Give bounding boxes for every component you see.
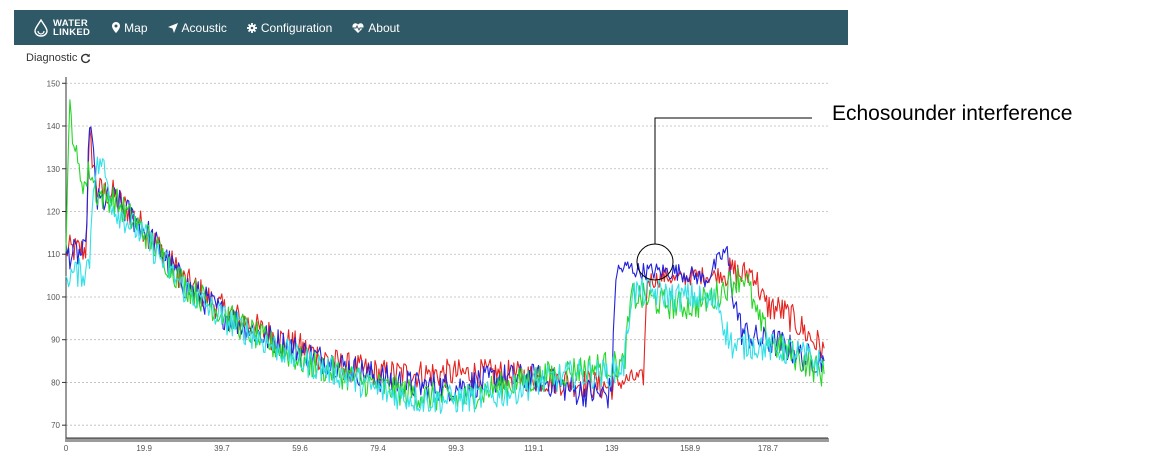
gear-icon: [246, 22, 257, 33]
series-line-3: [65, 99, 825, 411]
x-tick-label: 59.6: [292, 444, 308, 453]
y-tick-label: 80: [51, 378, 60, 387]
nav-item-about[interactable]: About: [352, 20, 400, 35]
series-line-4: [65, 156, 825, 414]
x-tick-label: 158.9: [680, 444, 701, 453]
heartbeat-icon: [352, 22, 364, 33]
y-tick-label: 110: [47, 250, 60, 259]
nav-item-acoustic[interactable]: Acoustic: [167, 20, 227, 35]
x-tick-label: 39.7: [214, 444, 230, 453]
x-tick-label: 99.3: [448, 444, 464, 453]
x-tick-label: 119.1: [524, 444, 544, 453]
water-drop-logo-icon: [34, 18, 48, 37]
nav-item-about-label: About: [368, 20, 400, 35]
brand-logo[interactable]: WATER LINKED: [32, 17, 91, 38]
chart-series: [65, 99, 825, 414]
refresh-icon[interactable]: [80, 53, 91, 64]
chart-axes: 70 80 90 100 110 120 130 140 150 0 19.9 39.7 59.6 79.…: [47, 77, 829, 453]
y-tick-label: 90: [51, 336, 60, 345]
x-tick-label: 178.7: [758, 444, 779, 453]
y-tick-label: 100: [47, 293, 61, 302]
y-tick-label: 120: [47, 207, 61, 216]
annotation-marker: [636, 117, 812, 281]
annotation-leader-line: [654, 117, 812, 244]
diagnostic-label: Diagnostic: [26, 52, 78, 64]
nav-item-map-label: Map: [124, 20, 148, 35]
nav-item-map[interactable]: Map: [112, 20, 148, 35]
y-tick-label: 70: [51, 421, 60, 430]
brand-text: WATER LINKED: [53, 17, 91, 38]
chart-gridlines: [66, 82, 828, 426]
x-tick-label: 139: [605, 444, 619, 453]
nav-item-configuration-label: Configuration: [260, 20, 333, 35]
y-tick-label: 150: [47, 79, 61, 88]
y-tick-label: 140: [47, 122, 61, 131]
nav-item-configuration[interactable]: Configuration: [246, 20, 333, 35]
y-tick-label: 130: [47, 165, 61, 174]
x-tick-label: 79.4: [370, 444, 386, 453]
location-arrow-icon: [167, 22, 178, 33]
diagnostic-chart: 70 80 90 100 110 120 130 140 150 0 19.9 39.7 59.6 79.…: [47, 77, 829, 453]
navbar: WATER LINKED Map Acoustic Configuration: [14, 10, 848, 45]
brand-line1: WATER: [53, 17, 89, 29]
nav-item-acoustic-label: Acoustic: [181, 20, 227, 35]
brand-line2: LINKED: [53, 26, 91, 38]
map-marker-icon: [112, 22, 121, 33]
x-tick-label: 19.9: [136, 444, 152, 453]
annotation-label: Echosounder interference: [832, 102, 1073, 125]
x-tick-label: 0: [64, 444, 69, 453]
diagnostic-header: Diagnostic: [26, 52, 91, 64]
